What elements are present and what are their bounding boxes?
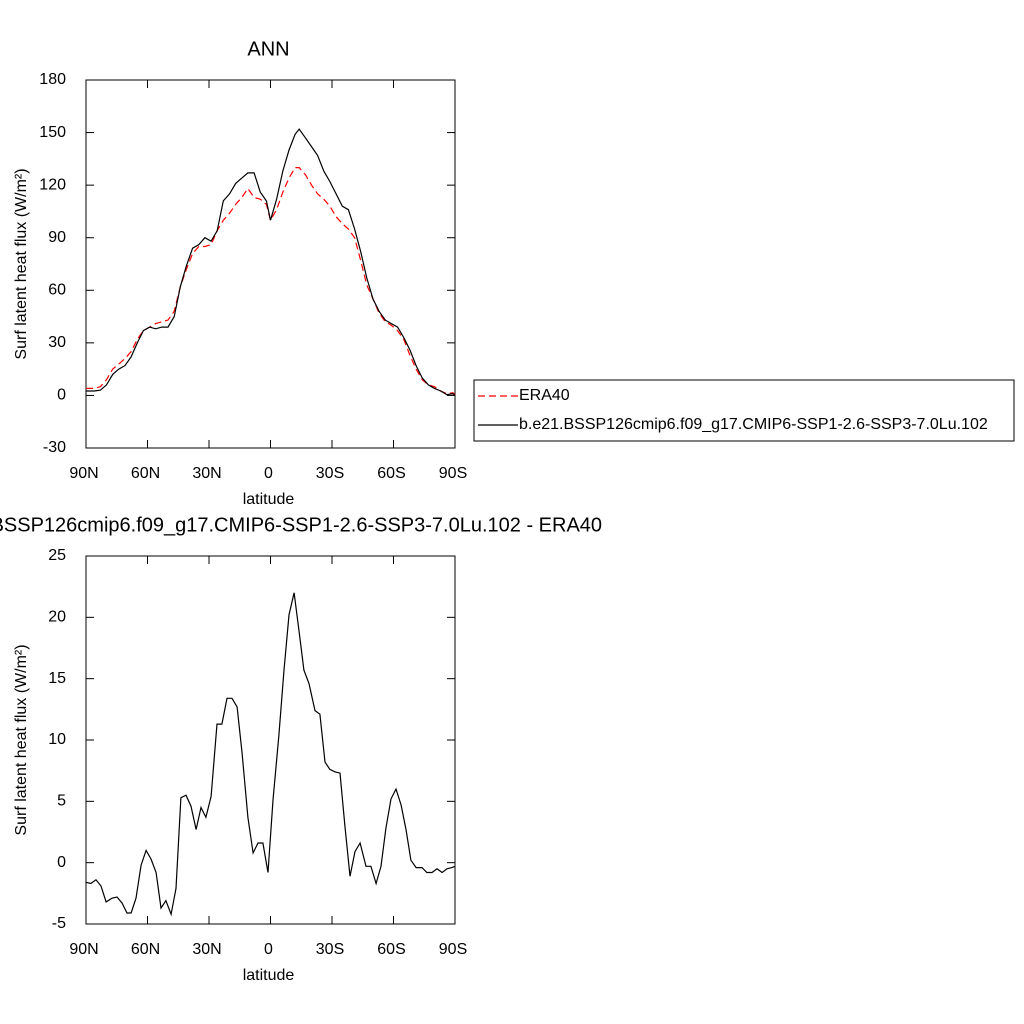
y-tick-label: 90 bbox=[48, 229, 66, 246]
x-tick-label: 60S bbox=[377, 941, 405, 958]
x-tick-label: 30N bbox=[192, 941, 221, 958]
x-tick-label: 60S bbox=[377, 465, 405, 482]
legend-label: b.e21.BSSP126cmip6.f09_g17.CMIP6-SSP1-2.… bbox=[519, 416, 988, 433]
x-axis-label: latitude bbox=[243, 491, 295, 508]
x-tick-label: 30S bbox=[316, 465, 344, 482]
y-axis-label: Surf latent heat flux (W/m²) bbox=[13, 644, 30, 835]
legend-label: ERA40 bbox=[519, 387, 570, 404]
x-tick-label: 90N bbox=[69, 941, 98, 958]
chart-title: ANN bbox=[247, 38, 289, 60]
y-tick-label: 25 bbox=[48, 547, 66, 564]
y-tick-label: 20 bbox=[48, 609, 66, 626]
y-tick-label: 120 bbox=[39, 176, 66, 193]
y-tick-label: 60 bbox=[48, 282, 66, 299]
y-tick-label: 0 bbox=[57, 854, 66, 871]
plot-frame bbox=[85, 555, 456, 925]
y-tick-label: 0 bbox=[57, 387, 66, 404]
x-tick-label: 0 bbox=[264, 465, 273, 482]
y-tick-label: 15 bbox=[48, 670, 66, 687]
x-tick-label: 90S bbox=[439, 941, 467, 958]
y-tick-label: 150 bbox=[39, 124, 66, 141]
x-tick-label: 60N bbox=[131, 941, 160, 958]
x-tick-label: 60N bbox=[131, 465, 160, 482]
x-tick-label: 30N bbox=[192, 465, 221, 482]
y-axis-label: Surf latent heat flux (W/m²) bbox=[13, 168, 30, 359]
data-line bbox=[86, 128, 456, 396]
y-tick-label: 5 bbox=[57, 793, 66, 810]
y-tick-label: -5 bbox=[52, 915, 66, 932]
y-tick-label: 10 bbox=[48, 731, 66, 748]
data-line bbox=[86, 167, 456, 396]
data-line bbox=[85, 592, 456, 917]
x-tick-label: 30S bbox=[316, 941, 344, 958]
y-tick-label: 180 bbox=[39, 71, 66, 88]
x-axis-label: latitude bbox=[243, 967, 295, 984]
x-tick-label: 0 bbox=[264, 941, 273, 958]
y-tick-label: -30 bbox=[43, 439, 66, 456]
y-tick-label: 30 bbox=[48, 334, 66, 351]
x-tick-label: 90N bbox=[69, 465, 98, 482]
plot-frame bbox=[85, 79, 456, 449]
x-tick-label: 90S bbox=[439, 465, 467, 482]
legend-box bbox=[473, 379, 1015, 442]
chart-title: b.e21.BSSP126cmip6.f09_g17.CMIP6-SSP1-2.… bbox=[0, 514, 602, 536]
